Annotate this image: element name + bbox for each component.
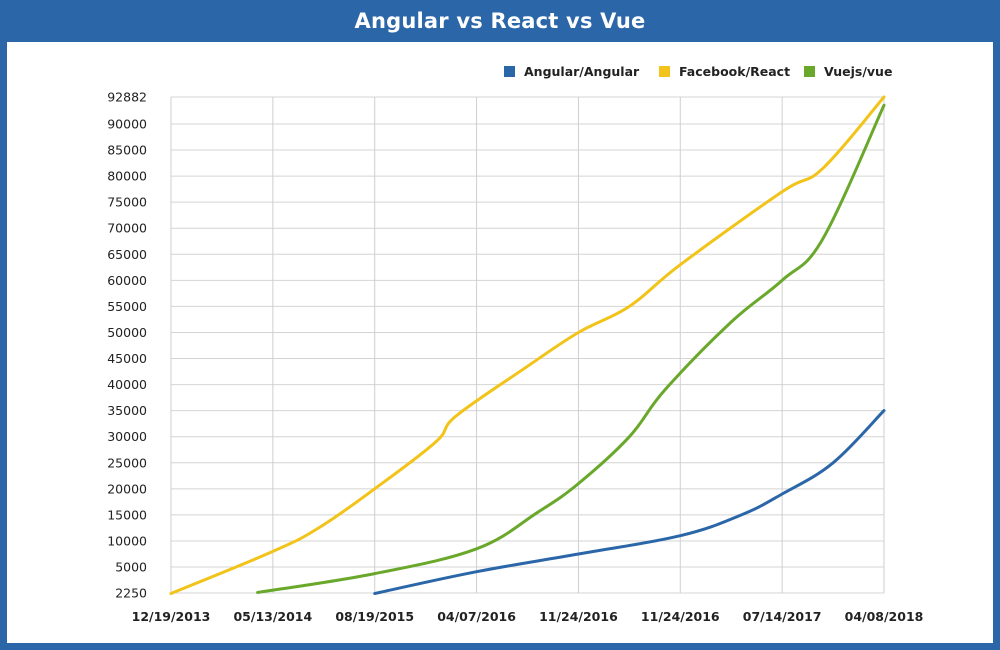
y-tick-label: 80000: [107, 169, 147, 184]
legend-label: Angular/Angular: [524, 64, 640, 79]
legend-label: Vuejs/vue: [824, 64, 892, 79]
series-lines: [169, 95, 886, 595]
y-tick-label: 65000: [107, 247, 147, 262]
legend-swatch: [659, 66, 670, 77]
y-tick-label: 40000: [107, 377, 147, 392]
y-tick-label: 60000: [107, 273, 147, 288]
y-tick-label: 35000: [107, 403, 147, 418]
y-tick-label: 30000: [107, 429, 147, 444]
series-line-vuejs-vue: [256, 103, 886, 594]
x-axis-labels: 12/19/2013 05/13/2014 08/19/2015 04/07/2016…: [132, 609, 924, 624]
y-tick-label: 5000: [115, 560, 147, 575]
series-line-angular-angular: [373, 409, 886, 595]
y-axis-labels: 2250 5000 10000 15000 20000 25000 30000 35000 40…: [107, 90, 147, 601]
x-tick-label: 05/13/2014: [233, 609, 312, 624]
x-tick-label: 11/24/2016: [641, 609, 720, 624]
series-line-facebook-react: [169, 95, 886, 595]
x-tick-label: 07/14/2017: [743, 609, 822, 624]
x-tick-label: 04/08/2018: [845, 609, 924, 624]
x-tick-label: 04/07/2016: [437, 609, 516, 624]
y-tick-label: 70000: [107, 221, 147, 236]
y-tick-label: 45000: [107, 351, 147, 366]
x-tick-label: 12/19/2013: [132, 609, 211, 624]
y-tick-label: 15000: [107, 507, 147, 522]
y-tick-label: 55000: [107, 299, 147, 314]
legend: Angular/Angular Facebook/React Vuejs/vue: [504, 64, 892, 79]
y-tick-label: 85000: [107, 143, 147, 158]
legend-swatch: [804, 66, 815, 77]
legend-label: Facebook/React: [679, 64, 790, 79]
grid-lines: [170, 96, 885, 594]
y-tick-label: 92882: [107, 90, 147, 105]
y-tick-label: 90000: [107, 117, 147, 132]
y-tick-label: 20000: [107, 481, 147, 496]
y-tick-label: 10000: [107, 533, 147, 548]
chart-title: Angular vs React vs Vue: [354, 9, 646, 33]
chart-panel: 2250 5000 10000 15000 20000 25000 30000 35000 40…: [7, 42, 993, 643]
y-tick-label: 2250: [115, 586, 147, 601]
line-chart: 2250 5000 10000 15000 20000 25000 30000 35000 40…: [107, 64, 924, 624]
y-tick-label: 25000: [107, 455, 147, 470]
x-tick-label: 11/24/2016: [539, 609, 618, 624]
legend-swatch: [504, 66, 515, 77]
title-bar: Angular vs React vs Vue: [0, 0, 1000, 42]
x-tick-label: 08/19/2015: [335, 609, 414, 624]
y-tick-label: 50000: [107, 325, 147, 340]
y-tick-label: 75000: [107, 195, 147, 210]
